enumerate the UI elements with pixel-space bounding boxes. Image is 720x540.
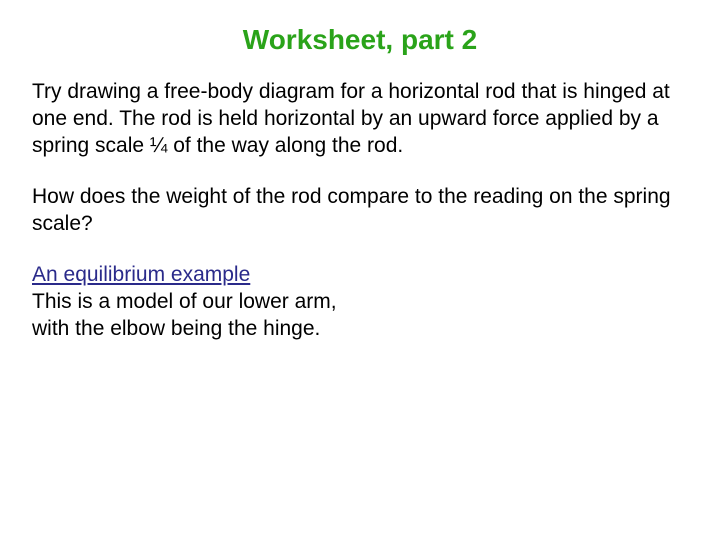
paragraph-intro: Try drawing a free-body diagram for a ho… xyxy=(32,78,688,159)
paragraph-question: How does the weight of the rod compare t… xyxy=(32,183,688,237)
example-text-line-2: with the elbow being the hinge. xyxy=(32,317,320,340)
slide-page: Worksheet, part 2 Try drawing a free-bod… xyxy=(0,0,720,540)
example-text-line-1: This is a model of our lower arm, xyxy=(32,290,337,313)
page-title: Worksheet, part 2 xyxy=(32,24,688,56)
example-block: An equilibrium example This is a model o… xyxy=(32,261,372,342)
equilibrium-example-link[interactable]: An equilibrium example xyxy=(32,263,250,286)
